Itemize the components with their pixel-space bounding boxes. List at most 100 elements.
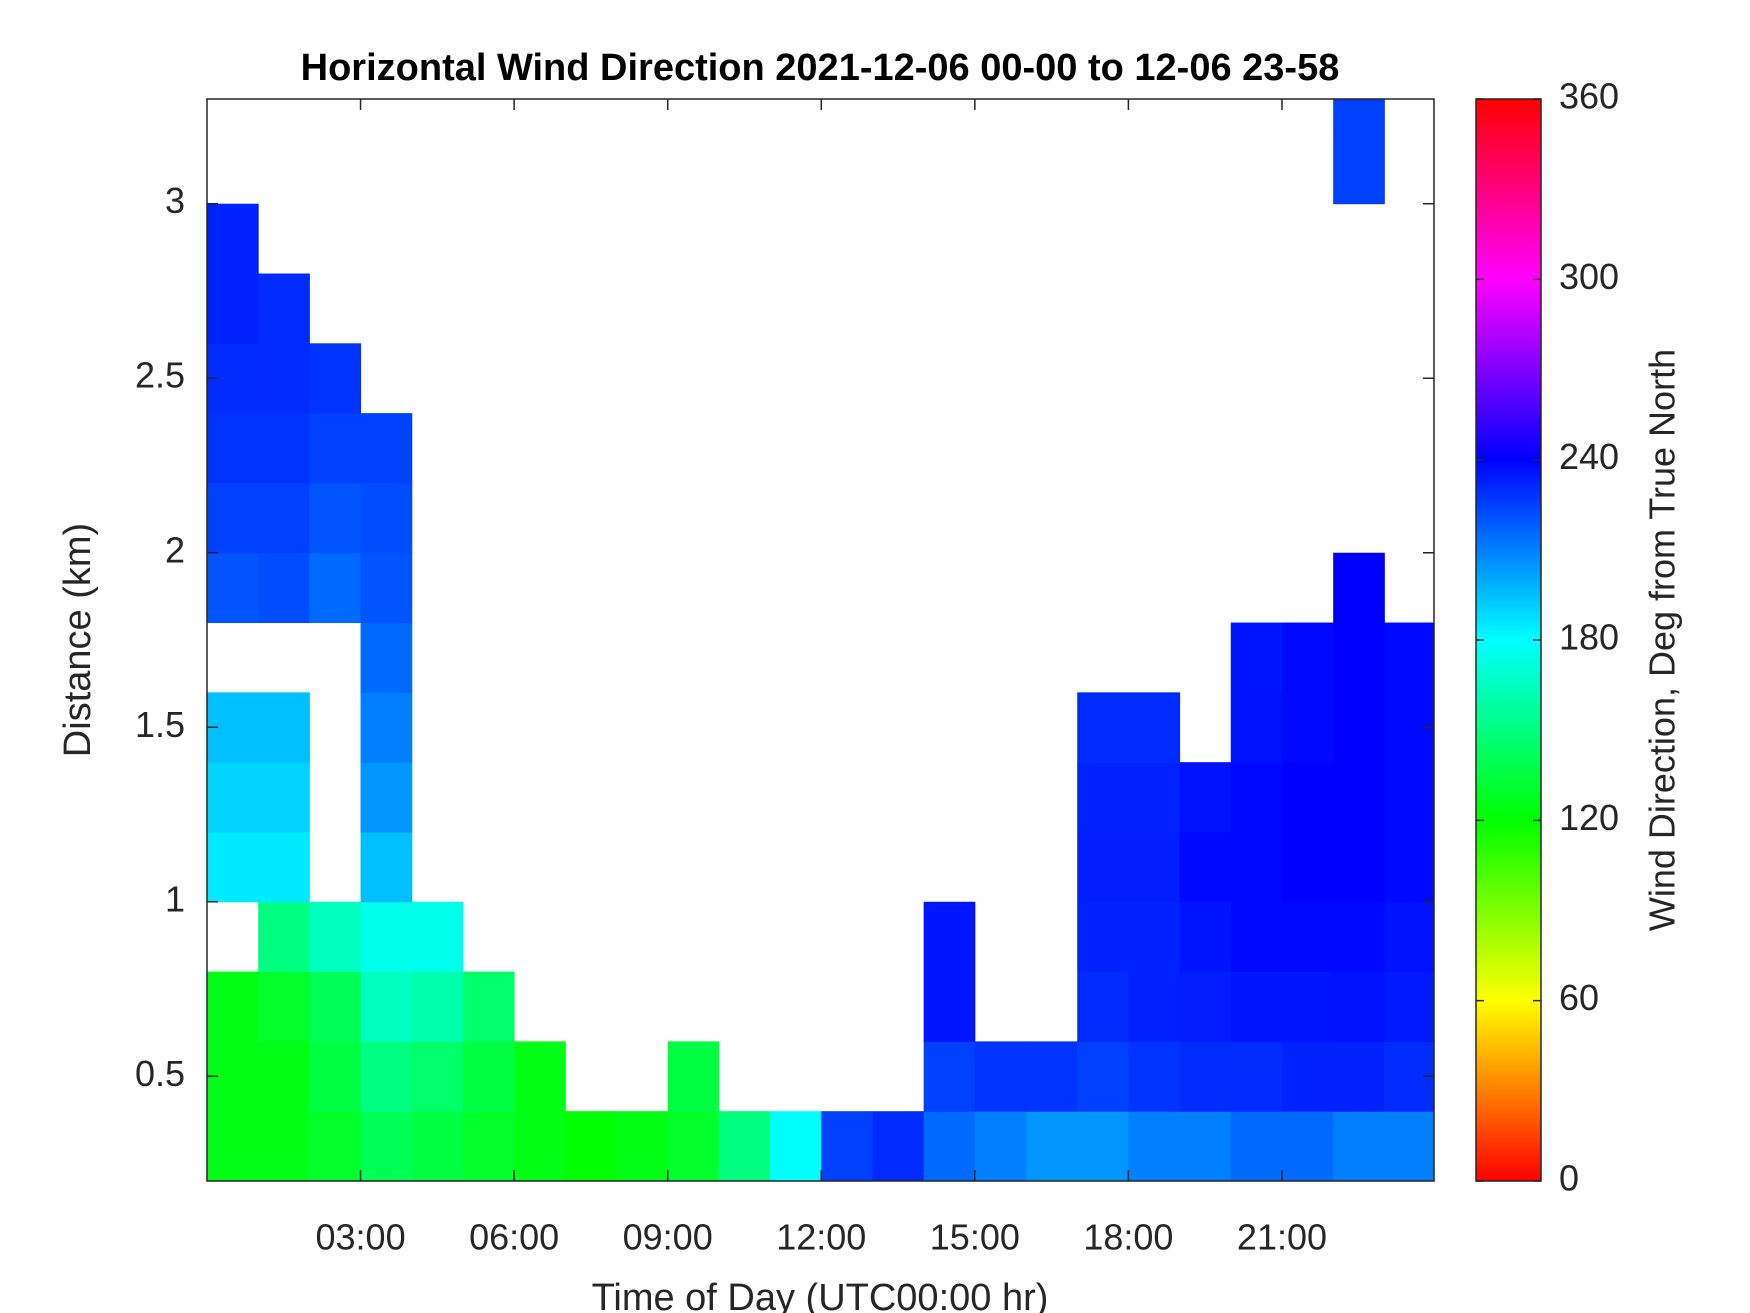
heatmap-cell [258, 971, 310, 1042]
y-tick-label: 0.5 [135, 1053, 185, 1094]
y-tick-label: 1 [165, 878, 185, 919]
heatmap-cell [667, 1111, 720, 1181]
heatmap-cell [821, 1111, 873, 1181]
heatmap-cell [1384, 1111, 1434, 1181]
heatmap-cell [1230, 1041, 1283, 1112]
x-axis-label: Time of Day (UTC00:00 hr) [592, 1277, 1049, 1313]
heatmap-cell [207, 482, 259, 554]
heatmap-cell [1230, 901, 1283, 973]
heatmap-cell [360, 901, 413, 973]
heatmap-cell [1128, 692, 1181, 763]
heatmap-cell [258, 1041, 310, 1112]
colorbar-tick-label: 0 [1559, 1158, 1579, 1199]
heatmap-cell [1077, 831, 1129, 903]
plot-frame [206, 98, 1435, 1182]
heatmap-cell [207, 552, 259, 624]
heatmap-cell [258, 343, 310, 414]
heatmap-cell [514, 1041, 566, 1112]
colorbar [1475, 98, 1542, 1182]
colorbar-tick-label: 180 [1559, 617, 1619, 658]
heatmap-cell [974, 1041, 1027, 1112]
heatmap-cell [974, 1111, 1027, 1181]
heatmap-cell [411, 901, 464, 973]
heatmap-cell [1333, 99, 1385, 135]
heatmap-cell [1026, 1111, 1078, 1181]
heatmap-cell [1230, 971, 1283, 1042]
colorbar-tick-label: 60 [1559, 977, 1599, 1018]
heatmap-cell [923, 971, 976, 1042]
heatmap-cell [309, 971, 362, 1042]
heatmap-cell [258, 1111, 310, 1181]
heatmap-cell [1179, 901, 1232, 973]
heatmap-cell [1384, 901, 1434, 973]
heatmap-cell [1384, 622, 1434, 693]
heatmap-cell [1179, 1041, 1232, 1112]
heatmap-cell [360, 413, 413, 484]
heatmap-cell [1333, 831, 1385, 903]
heatmap-cell [616, 1111, 669, 1181]
heatmap-cell [360, 831, 413, 903]
x-tick-label: 09:00 [623, 1217, 713, 1258]
heatmap-cell [1128, 971, 1181, 1042]
heatmap-cell [258, 552, 310, 624]
heatmap-cell [1179, 762, 1232, 833]
heatmap-cell [1230, 762, 1283, 833]
heatmap-cell [872, 1111, 925, 1181]
chart-title: Horizontal Wind Direction 2021-12-06 00-… [301, 47, 1340, 89]
heatmap-cell [1333, 1111, 1385, 1181]
heatmap-cell [1333, 971, 1385, 1042]
heatmap-cell [1384, 831, 1434, 903]
heatmap-cell [258, 901, 310, 973]
heatmap-cell [1333, 552, 1385, 624]
heatmap-cell [360, 971, 413, 1042]
heatmap-cell [565, 1111, 618, 1181]
heatmap-cell [1128, 1041, 1181, 1112]
heatmap-cell [514, 1111, 566, 1181]
y-tick-label: 1.5 [135, 704, 185, 745]
x-tick-label: 12:00 [776, 1217, 866, 1258]
y-tick-label: 3 [165, 180, 185, 221]
x-tick-label: 15:00 [930, 1217, 1020, 1258]
heatmap-cell [258, 692, 310, 763]
y-tick-label: 2.5 [135, 355, 185, 396]
heatmap-cell [1281, 1041, 1334, 1112]
heatmap-cell [309, 482, 362, 554]
colorbar-tick-label: 120 [1559, 797, 1619, 838]
heatmap-cell [1333, 901, 1385, 973]
heatmap-cell [309, 413, 362, 484]
y-tick-label: 2 [165, 529, 185, 570]
heatmap-cell [1384, 762, 1434, 833]
heatmap-cell [1281, 762, 1334, 833]
heatmap-cell [411, 1041, 464, 1112]
heatmap-cell [258, 273, 310, 344]
heatmap-cell [360, 1041, 413, 1112]
heatmap-cell [1230, 692, 1283, 763]
heatmap-cell [1077, 901, 1129, 973]
heatmap-cell [1077, 762, 1129, 833]
heatmap-cell [1230, 831, 1283, 903]
heatmap-cell [360, 1111, 413, 1181]
heatmap-cell [667, 1041, 720, 1112]
heatmap-cell [360, 552, 413, 624]
heatmap-cell [1333, 622, 1385, 693]
heatmap-cell [360, 692, 413, 763]
heatmap-cell [1128, 1111, 1181, 1181]
heatmap-cell [207, 273, 259, 344]
heatmap-cell [1281, 971, 1334, 1042]
x-tick-label: 03:00 [316, 1217, 406, 1258]
heatmap-cell [309, 1041, 362, 1112]
colorbar-label: Wind Direction, Deg from True North [1642, 349, 1683, 931]
heatmap-cell [1128, 831, 1181, 903]
heatmap-cell [1333, 692, 1385, 763]
heatmap-cell [1384, 971, 1434, 1042]
heatmap [207, 99, 1434, 1181]
heatmap-cell [1333, 1041, 1385, 1112]
heatmap-cell [1128, 901, 1181, 973]
heatmap-cell [770, 1111, 822, 1181]
heatmap-cell [309, 552, 362, 624]
heatmap-cell [1281, 622, 1334, 693]
heatmap-cell [1179, 1111, 1232, 1181]
heatmap-cell [1077, 971, 1129, 1042]
heatmap-cell [207, 1111, 259, 1181]
heatmap-cell [1281, 831, 1334, 903]
